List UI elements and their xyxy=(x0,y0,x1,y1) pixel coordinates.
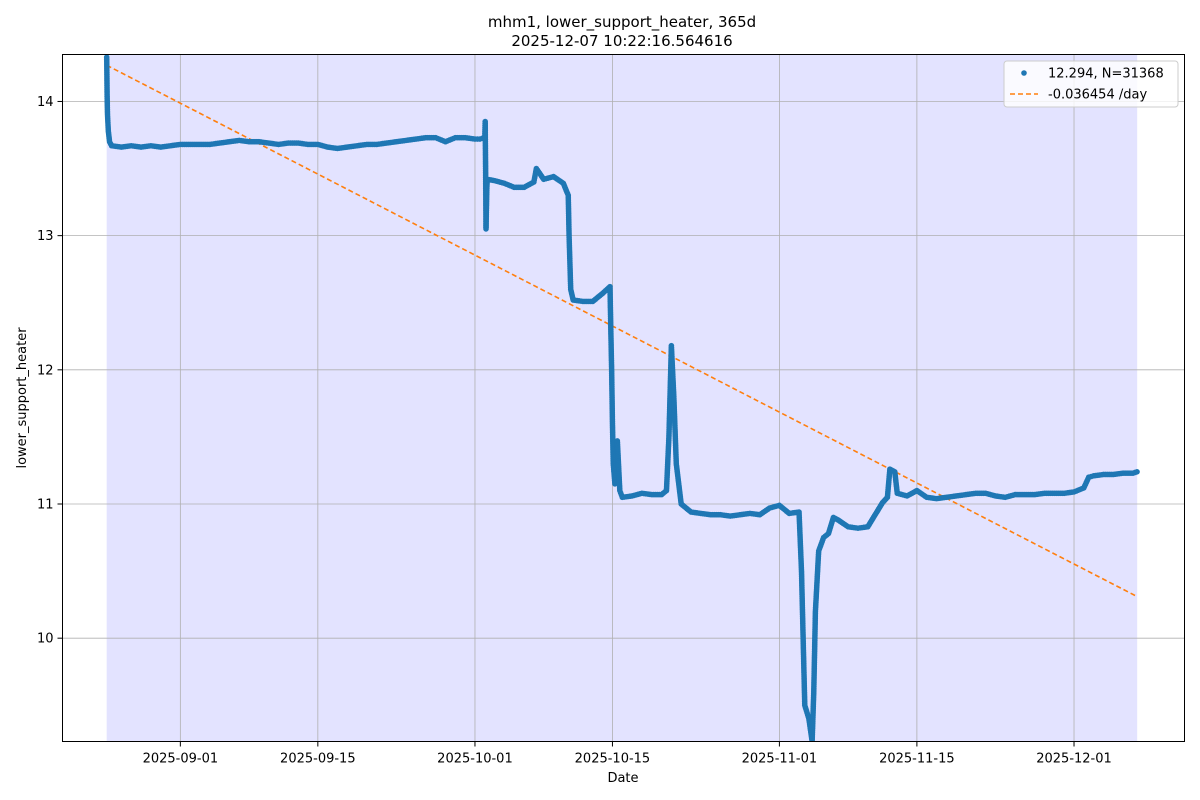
x-tick-label: 2025-10-01 xyxy=(437,752,513,767)
legend-label-trend: -0.036454 /day xyxy=(1048,88,1147,103)
chart-subtitle: 2025-12-07 10:22:16.564616 xyxy=(511,32,732,50)
legend-box xyxy=(1003,60,1179,108)
trend-line-layer xyxy=(106,64,1138,598)
x-tick-label: 2025-10-15 xyxy=(575,752,651,767)
plot-frame xyxy=(62,54,1185,742)
data-points-layer xyxy=(103,54,1140,742)
x-tick-label: 2025-11-15 xyxy=(879,752,955,767)
y-tick-label: 12 xyxy=(37,363,54,378)
y-tick-label: 14 xyxy=(37,95,54,110)
x-tick-label: 2025-09-01 xyxy=(143,752,219,767)
y-axis-ticks: 10 11 12 13 14 xyxy=(37,95,63,647)
x-tick-label: 2025-09-15 xyxy=(280,752,356,767)
y-axis-label: lower_support_heater xyxy=(15,327,30,469)
y-tick-label: 11 xyxy=(37,498,54,513)
x-tick-label: 2025-11-01 xyxy=(742,752,818,767)
shaded-region xyxy=(106,54,1138,742)
plot-area xyxy=(62,54,1185,742)
grid-lines xyxy=(62,54,1185,742)
chart-title: mhm1, lower_support_heater, 365d xyxy=(488,13,756,32)
legend-marker-points xyxy=(1021,70,1027,76)
x-tick-label: 2025-12-01 xyxy=(1036,752,1112,767)
y-tick-label: 13 xyxy=(37,229,54,244)
data-point xyxy=(1134,468,1140,475)
x-axis-ticks: 2025-09-01 2025-09-15 2025-10-01 2025-10-15… xyxy=(143,741,1112,767)
x-axis-label: Date xyxy=(607,771,638,786)
trend-line xyxy=(106,64,1138,598)
y-tick-label: 10 xyxy=(37,632,54,647)
legend-label-points: 12.294, N=31368 xyxy=(1048,67,1164,82)
legend: 12.294, N=31368 -0.036454 /day xyxy=(1003,60,1179,108)
